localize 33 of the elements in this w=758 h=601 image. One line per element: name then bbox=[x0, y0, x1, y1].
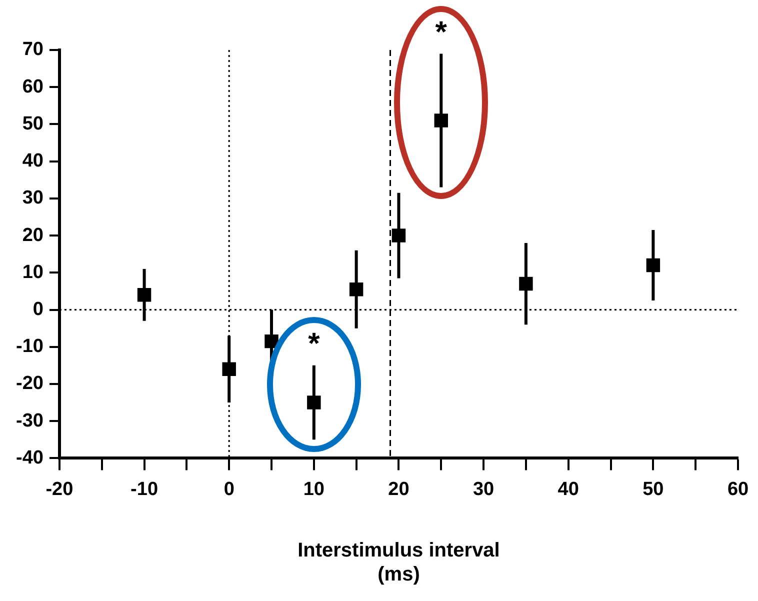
annotation: * bbox=[435, 16, 448, 49]
y-tick-label: 20 bbox=[22, 224, 44, 246]
x-tick-label: 20 bbox=[388, 478, 410, 500]
point bbox=[264, 334, 278, 348]
y-tick-label: -20 bbox=[16, 373, 44, 394]
x-tick-label: 30 bbox=[472, 478, 494, 500]
x-tick-label: 50 bbox=[642, 478, 664, 500]
point bbox=[349, 282, 364, 296]
point bbox=[392, 228, 406, 242]
point bbox=[222, 362, 236, 376]
y-tick-label: 30 bbox=[22, 188, 44, 209]
point bbox=[519, 276, 533, 291]
x-tick-label: -20 bbox=[46, 478, 74, 500]
annotation: * bbox=[308, 328, 320, 361]
x-tick-label: 40 bbox=[558, 478, 579, 500]
y-tick-label: 10 bbox=[22, 262, 44, 283]
x-tick-label: 10 bbox=[303, 478, 324, 500]
y-tick-label: 70 bbox=[22, 39, 44, 60]
y-tick-label: -30 bbox=[16, 410, 44, 432]
y-tick-label: 60 bbox=[22, 76, 44, 98]
point bbox=[434, 114, 448, 128]
y-tick-label: 40 bbox=[22, 150, 44, 172]
y-tick-label: 0 bbox=[32, 299, 44, 320]
y-tick-label: -40 bbox=[16, 447, 44, 468]
x-tick-label: 60 bbox=[727, 478, 749, 500]
x-axis-title: Interstimulus interval (ms) bbox=[298, 540, 500, 586]
y-tick-label: -10 bbox=[16, 336, 44, 358]
point bbox=[307, 396, 321, 410]
x-tick-label: 0 bbox=[224, 478, 234, 500]
y-tick-label: 50 bbox=[22, 113, 44, 134]
point bbox=[137, 288, 152, 302]
x-tick-label: -10 bbox=[130, 478, 158, 500]
point bbox=[646, 258, 660, 272]
